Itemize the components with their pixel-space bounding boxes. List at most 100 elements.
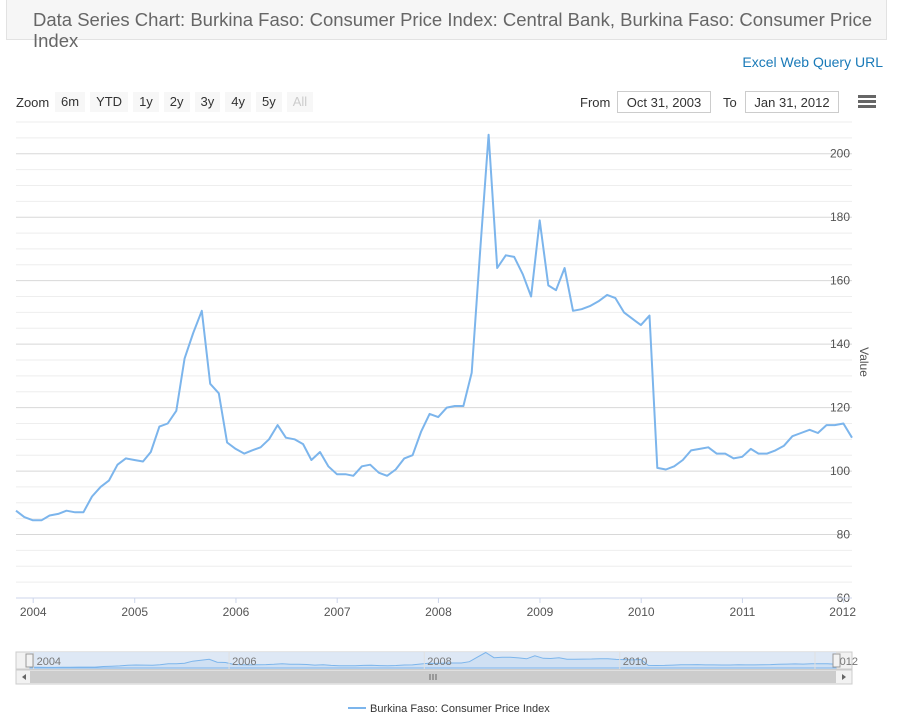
navigator-left-handle[interactable] <box>25 653 34 668</box>
data-point <box>563 266 567 270</box>
data-point <box>757 452 761 456</box>
navigator-label: 2010 <box>623 656 647 668</box>
data-point <box>478 247 482 251</box>
from-date-input[interactable] <box>617 91 711 113</box>
data-point <box>419 429 423 433</box>
data-point <box>698 447 702 451</box>
data-point <box>208 382 212 386</box>
data-point <box>411 453 415 457</box>
data-point <box>183 356 187 360</box>
navigator-series <box>29 651 837 669</box>
zoom-ytd-button[interactable]: YTD <box>90 92 129 112</box>
x-tick-label: 2009 <box>527 605 554 619</box>
grid-lines <box>16 121 852 599</box>
grip-icon <box>429 674 437 680</box>
data-point <box>276 423 280 427</box>
data-point <box>504 253 508 257</box>
x-tick-label: 2006 <box>223 605 250 619</box>
data-point <box>850 436 854 440</box>
x-tick-label: 2007 <box>324 605 351 619</box>
data-point <box>529 295 533 299</box>
data-point <box>368 463 372 467</box>
data-point <box>335 472 339 476</box>
data-point <box>749 447 753 451</box>
data-point <box>461 404 465 408</box>
data-point <box>546 283 550 287</box>
data-point <box>22 515 26 519</box>
y-axis-title: Value <box>857 347 871 377</box>
data-point <box>512 255 516 259</box>
x-axis-ticks <box>32 598 845 603</box>
data-point <box>664 468 668 472</box>
data-point <box>402 456 406 460</box>
x-tick-label: 2008 <box>425 605 452 619</box>
data-point <box>825 423 829 427</box>
zoom-6m-button[interactable]: 6m <box>55 92 86 112</box>
hamburger-menu-icon[interactable] <box>858 95 876 111</box>
data-point <box>639 323 643 327</box>
navigator-label: 2006 <box>232 656 256 668</box>
to-date-input[interactable] <box>745 91 839 113</box>
zoom-3y-button[interactable]: 3y <box>194 92 221 112</box>
zoom-2y-button[interactable]: 2y <box>163 92 190 112</box>
data-point <box>293 437 297 441</box>
zoom-1y-button[interactable]: 1y <box>133 92 159 112</box>
data-point <box>149 450 153 454</box>
data-point <box>394 468 398 472</box>
left-arrow-icon[interactable] <box>22 674 26 680</box>
navigator-right-handle[interactable] <box>832 653 841 668</box>
data-point <box>326 464 330 468</box>
legend[interactable]: Burkina Faso: Consumer Price Index <box>348 703 550 715</box>
data-point <box>487 133 491 137</box>
right-arrow-icon[interactable] <box>842 674 846 680</box>
navigator[interactable]: 2004 2006 2008 2010 2012 <box>15 651 858 685</box>
data-point <box>833 423 837 427</box>
data-point <box>782 444 786 448</box>
zoom-all-button[interactable]: All <box>286 92 314 112</box>
zoom-label: Zoom <box>16 95 50 110</box>
from-label: From <box>580 95 611 110</box>
data-point <box>765 452 769 456</box>
zoom-5y-button[interactable]: 5y <box>256 92 282 112</box>
data-point <box>648 314 652 318</box>
data-point <box>360 464 364 468</box>
data-point <box>225 441 229 445</box>
data-point <box>580 307 584 311</box>
data-point <box>723 452 727 456</box>
data-point <box>495 266 499 270</box>
data-point <box>107 479 111 483</box>
data-point <box>99 485 103 489</box>
data-point <box>31 518 35 522</box>
data-point <box>200 309 204 313</box>
zoom-4y-button[interactable]: 4y <box>225 92 251 112</box>
excel-web-query-link[interactable]: Excel Web Query URL <box>742 54 883 70</box>
data-point <box>351 474 355 478</box>
data-point <box>309 458 313 462</box>
data-point <box>470 371 474 375</box>
y-tick-label: 80 <box>837 528 851 542</box>
data-point <box>81 510 85 514</box>
data-point <box>773 448 777 452</box>
data-point <box>445 406 449 410</box>
y-tick-label: 140 <box>830 337 850 351</box>
legend-item-label[interactable]: Burkina Faso: Consumer Price Index <box>370 703 550 715</box>
y-tick-label: 160 <box>830 274 850 288</box>
data-point <box>672 464 676 468</box>
data-point <box>344 472 348 476</box>
data-point <box>284 436 288 440</box>
data-point <box>242 452 246 456</box>
data-point <box>428 412 432 416</box>
data-point <box>816 431 820 435</box>
x-axis-labels: 2004 2005 2006 2007 2008 2009 2010 2011 2012 <box>20 605 856 619</box>
data-point <box>267 437 271 441</box>
data-point <box>166 422 170 426</box>
data-point <box>377 471 381 475</box>
y-tick-label: 180 <box>830 210 850 224</box>
x-tick-label: 2005 <box>121 605 148 619</box>
data-point <box>681 458 685 462</box>
series-line[interactable] <box>15 133 853 522</box>
series-points <box>14 133 854 523</box>
data-point <box>732 456 736 460</box>
y-tick-label: 120 <box>830 401 850 415</box>
